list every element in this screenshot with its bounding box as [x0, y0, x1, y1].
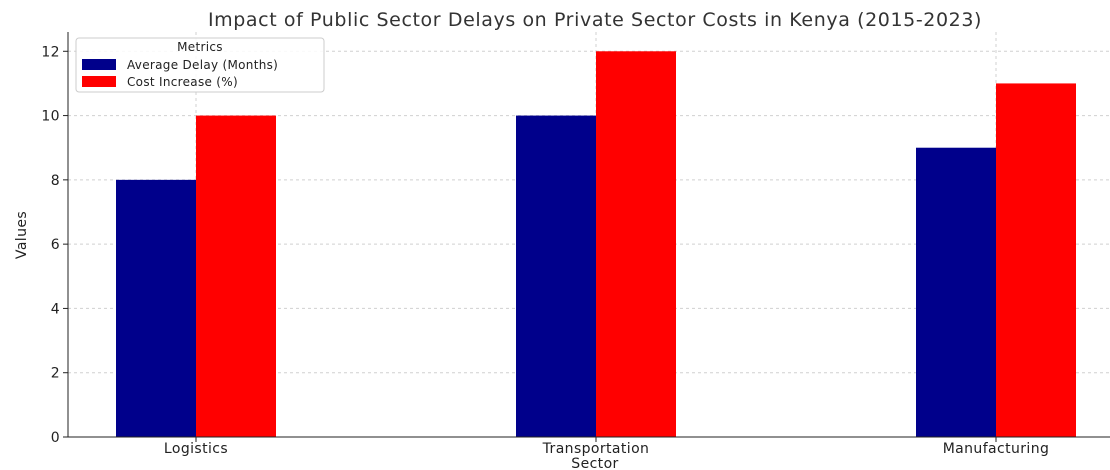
legend-title: Metrics: [177, 40, 223, 54]
axes: [67, 32, 1110, 438]
bar-average-delay: [916, 147, 996, 437]
bar-cost-increase: [196, 115, 276, 438]
x-tick-label: Logistics: [164, 441, 228, 457]
bars: [116, 51, 1076, 438]
y-tick-label: 8: [51, 173, 60, 189]
y-tick-label: 4: [51, 301, 60, 317]
legend: Metrics Average Delay (Months) Cost Incre…: [75, 37, 325, 93]
legend-swatch: [82, 59, 116, 70]
legend-label: Average Delay (Months): [127, 58, 278, 72]
legend-box: [75, 37, 325, 93]
bar-average-delay: [516, 115, 596, 438]
x-ticks: Logistics Transportation Manufacturing: [164, 437, 1049, 457]
legend-label: Cost Increase (%): [127, 75, 238, 89]
bar-cost-increase: [996, 83, 1076, 437]
x-tick-label: Manufacturing: [943, 441, 1050, 457]
x-tick-label: Transportation: [542, 441, 650, 457]
bar-average-delay: [116, 179, 196, 437]
y-tick-label: 6: [51, 237, 60, 253]
legend-items: Average Delay (Months) Cost Increase (%): [82, 58, 278, 89]
y-axis-label: Values: [14, 211, 30, 259]
legend-swatch: [82, 76, 116, 87]
bar-cost-increase: [596, 51, 676, 438]
y-tick-label: 2: [51, 366, 60, 382]
chart-title: Impact of Public Sector Delays on Privat…: [208, 9, 982, 31]
y-tick-label: 12: [41, 44, 60, 60]
y-ticks: 0 2 4 6 8 10 12: [41, 44, 68, 446]
x-axis-label: Sector: [571, 456, 618, 470]
y-tick-label: 10: [41, 109, 60, 125]
y-tick-label: 0: [51, 430, 60, 446]
